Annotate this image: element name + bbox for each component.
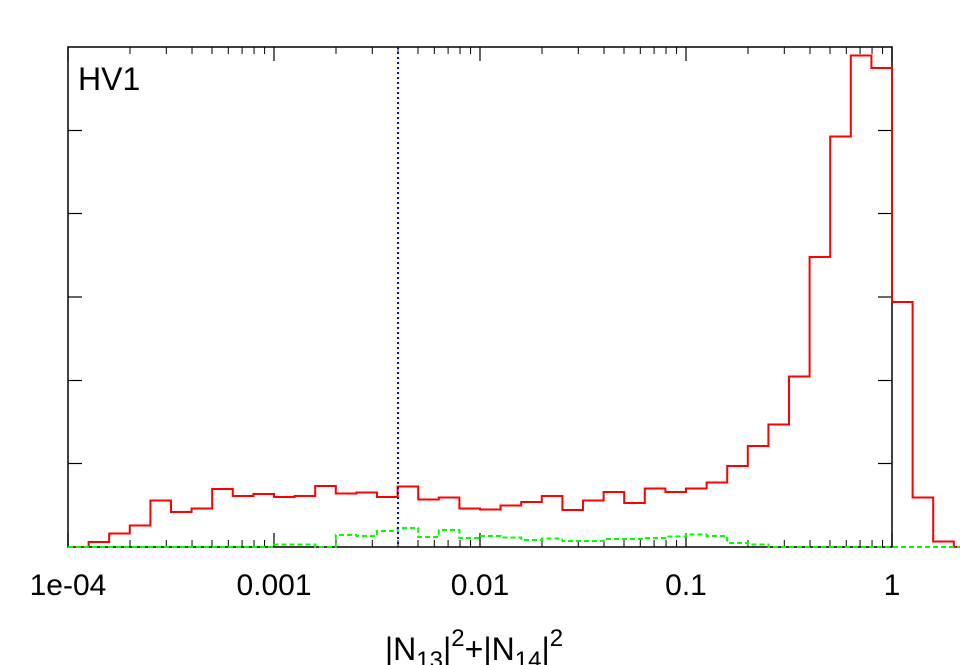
histogram-series-2 [68, 527, 960, 548]
histogram-series-1 [68, 54, 960, 548]
x-tick-label: 1 [884, 569, 901, 602]
x-axis-label: |N13|2+|N14|2 [385, 625, 563, 665]
x-axis-label-part3: +|N [465, 631, 515, 665]
x-tick-label: 0.01 [451, 569, 509, 602]
series-layer [68, 54, 960, 548]
x-axis-label-sup2: 2 [550, 625, 563, 652]
panel-label: HV1 [78, 61, 140, 97]
x-axis-label-part2: | [443, 631, 451, 665]
major-ticks [67, 47, 893, 547]
x-tick-label: 0.1 [665, 569, 707, 602]
plot-frame [67, 46, 893, 548]
x-tick-label: 0.001 [236, 569, 311, 602]
x-axis-label-sub2: 14 [515, 647, 542, 665]
x-tick-label: 1e-04 [30, 569, 107, 602]
x-axis-label-part4: | [541, 631, 549, 665]
x-tick-labels: 1e-04 0.001 0.01 0.1 1 [30, 569, 901, 602]
minor-ticks [129, 47, 884, 547]
x-axis-label-sub1: 13 [416, 647, 443, 665]
x-axis-label-part1: |N [385, 631, 416, 665]
x-axis-label-sup1: 2 [451, 625, 464, 652]
